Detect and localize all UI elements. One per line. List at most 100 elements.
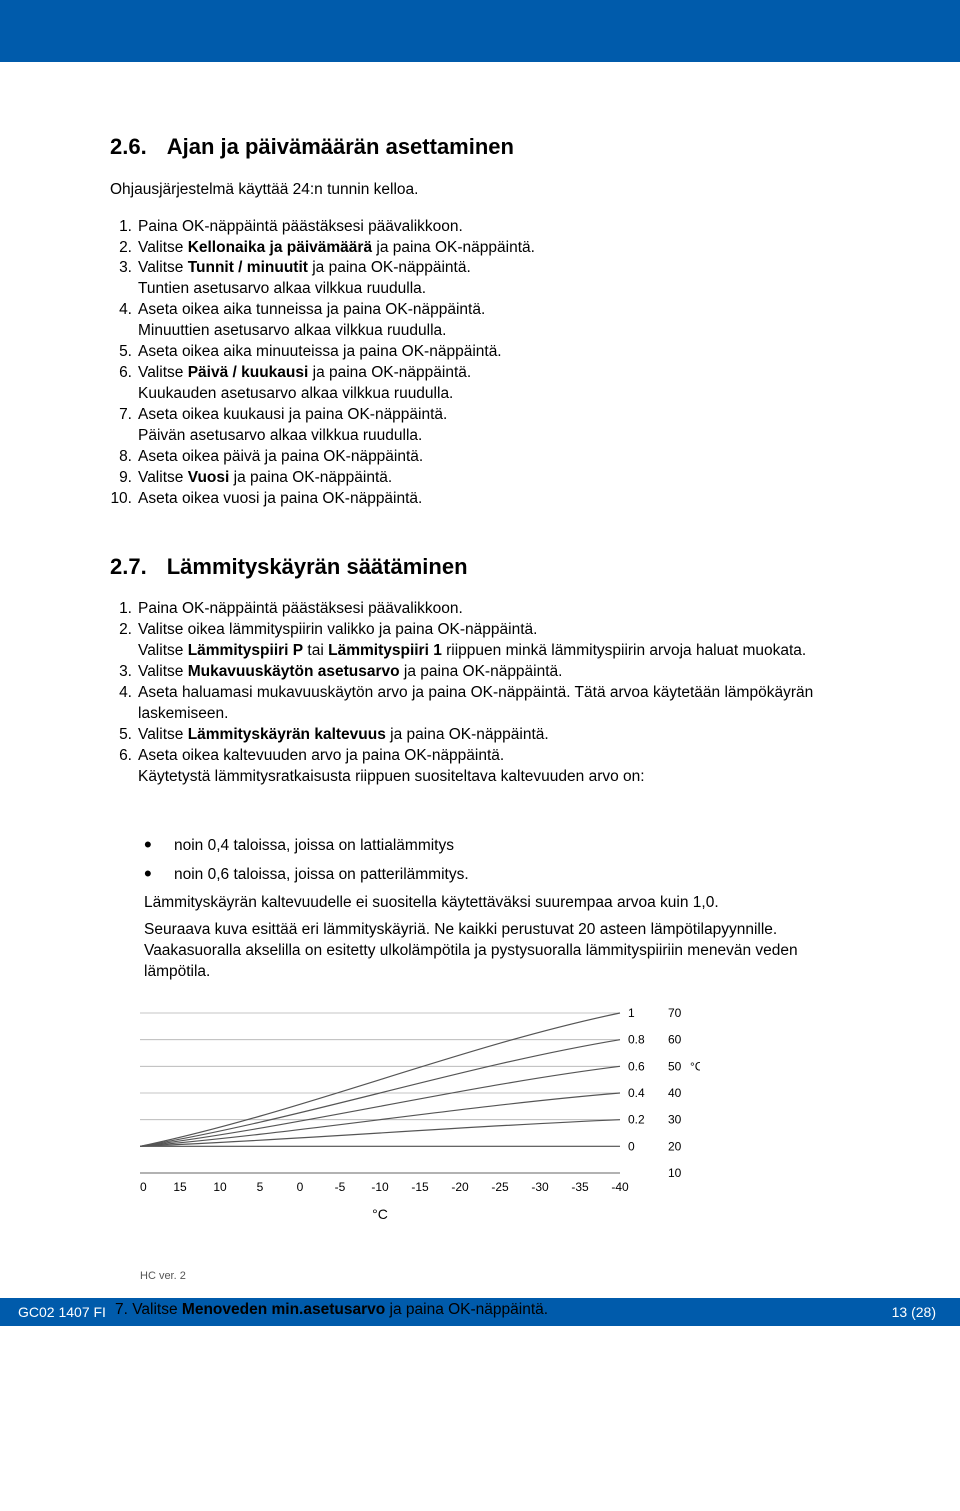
svg-text:50: 50 <box>668 1059 682 1073</box>
list-item: 1.Paina OK-näppäintä päästäksesi päävali… <box>110 599 850 620</box>
footer-doc-id: GC02 1407 FI <box>18 1304 106 1320</box>
list-item: 10.Aseta oikea vuosi ja paina OK-näppäin… <box>110 489 850 510</box>
list-item: 2.Valitse Kellonaika ja päivämäärä ja pa… <box>110 238 850 259</box>
step-text: Valitse oikea lämmityspiirin valikko ja … <box>138 620 850 641</box>
svg-text:-20: -20 <box>451 1180 469 1194</box>
step-number: 2. <box>110 620 138 641</box>
step-text: Aseta oikea kaltevuuden arvo ja paina OK… <box>138 746 850 767</box>
list-item: 5.Valitse Lämmityskäyrän kaltevuus ja pa… <box>110 725 850 746</box>
svg-text:-40: -40 <box>611 1180 629 1194</box>
section-2-7-tail: Lämmityskäyrän kaltevuudelle ei suositel… <box>110 893 850 914</box>
step-number: 7. <box>110 405 138 426</box>
footer-overlay-text: 7. Valitse Menoveden min.asetusarvo ja p… <box>115 1301 548 1319</box>
step-extra: Tuntien asetusarvo alkaa vilkkua ruudull… <box>138 279 850 300</box>
step-number: 5. <box>110 342 138 363</box>
chart-svg: 00.20.40.60.8110203040506070°C20151050-5… <box>140 1003 700 1203</box>
step-number: 9. <box>110 468 138 489</box>
list-item: 6.Aseta oikea kaltevuuden arvo ja paina … <box>110 746 850 767</box>
heating-curve-chart: 00.20.40.60.8110203040506070°C20151050-5… <box>140 1003 850 1224</box>
step-number: 6. <box>110 746 138 767</box>
svg-text:-35: -35 <box>571 1180 589 1194</box>
heading-title: Lämmityskäyrän säätäminen <box>167 554 468 579</box>
step-text: Valitse Mukavuuskäytön asetusarvo ja pai… <box>138 662 850 683</box>
list-item: Valitse Lämmityspiiri P tai Lämmityspiir… <box>110 641 850 662</box>
step-text: Aseta oikea kuukausi ja paina OK-näppäin… <box>138 405 850 426</box>
step-number: 8. <box>110 447 138 468</box>
step-extra: Minuuttien asetusarvo alkaa vilkkua ruud… <box>138 321 850 342</box>
step-text: Valitse Vuosi ja paina OK-näppäintä. <box>138 468 850 489</box>
svg-text:-30: -30 <box>531 1180 549 1194</box>
svg-text:-5: -5 <box>335 1180 346 1194</box>
heading-number: 2.6. <box>110 134 147 159</box>
svg-text:0.8: 0.8 <box>628 1032 645 1046</box>
logo-subtext: Home <box>907 0 936 3</box>
step-text: Paina OK-näppäintä päästäksesi päävalikk… <box>138 599 850 620</box>
section-2-7-tail2: Seuraava kuva esittää eri lämmityskäyriä… <box>110 920 850 983</box>
step-text: Aseta oikea vuosi ja paina OK-näppäintä. <box>138 489 850 510</box>
step-number: 10. <box>110 489 138 510</box>
step-number: 3. <box>110 258 138 279</box>
version-text: HC ver. 2 <box>140 1269 850 1284</box>
header-bar <box>0 20 960 62</box>
brand-logo: oilon ® Home <box>840 0 936 5</box>
list-item: Käytetystä lämmitysratkaisusta riippuen … <box>110 767 850 788</box>
step-text: Aseta oikea aika minuuteissa ja paina OK… <box>138 342 850 363</box>
step-number: 5. <box>110 725 138 746</box>
list-item: Kuukauden asetusarvo alkaa vilkkua ruudu… <box>110 384 850 405</box>
step-text: Aseta oikea päivä ja paina OK-näppäintä. <box>138 447 850 468</box>
step-extra: Päivän asetusarvo alkaa vilkkua ruudulla… <box>138 426 850 447</box>
logo-reg: ® <box>893 0 901 2</box>
header-top-strip: oilon ® Home <box>0 0 960 20</box>
section-2-7-heading: 2.7. Lämmityskäyrän säätäminen <box>110 552 850 582</box>
step-text: Aseta oikea aika tunneissa ja paina OK-n… <box>138 300 850 321</box>
logo-text: oilon <box>840 0 887 5</box>
step-text: Valitse Kellonaika ja päivämäärä ja pain… <box>138 238 850 259</box>
svg-text:20: 20 <box>140 1180 147 1194</box>
heading-number: 2.7. <box>110 554 147 579</box>
svg-text:30: 30 <box>668 1112 682 1126</box>
list-item: Päivän asetusarvo alkaa vilkkua ruudulla… <box>110 426 850 447</box>
list-item: 3.Valitse Tunnit / minuutit ja paina OK-… <box>110 258 850 279</box>
footer-bar: GC02 1407 FI 7. Valitse Menoveden min.as… <box>0 1298 960 1326</box>
svg-text:0: 0 <box>297 1180 304 1194</box>
step-text: Paina OK-näppäintä päästäksesi päävalikk… <box>138 217 850 238</box>
section-2-6-heading: 2.6. Ajan ja päivämäärän asettaminen <box>110 132 850 162</box>
svg-text:-10: -10 <box>371 1180 389 1194</box>
step-number: 3. <box>110 662 138 683</box>
step-number: 2. <box>110 238 138 259</box>
step-number: 4. <box>110 300 138 321</box>
step-text: Valitse Lämmityskäyrän kaltevuus ja pain… <box>138 725 850 746</box>
list-item: 6.Valitse Päivä / kuukausi ja paina OK-n… <box>110 363 850 384</box>
step-extra: Valitse Lämmityspiiri P tai Lämmityspiir… <box>138 641 850 662</box>
section-2-7-steps: 1.Paina OK-näppäintä päästäksesi päävali… <box>110 599 850 787</box>
list-item: 4.Aseta haluamasi mukavuuskäytön arvo ja… <box>110 683 850 725</box>
step-text: Valitse Päivä / kuukausi ja paina OK-näp… <box>138 363 850 384</box>
step-extra: Käytetystä lämmitysratkaisusta riippuen … <box>138 767 850 788</box>
list-item: 4.Aseta oikea aika tunneissa ja paina OK… <box>110 300 850 321</box>
bullet-item: noin 0,6 taloissa, joissa on patterilämm… <box>144 859 850 889</box>
bullet-item: noin 0,4 taloissa, joissa on lattialämmi… <box>144 830 850 860</box>
step-number: 1. <box>110 217 138 238</box>
list-item: 9.Valitse Vuosi ja paina OK-näppäintä. <box>110 468 850 489</box>
svg-text:0.4: 0.4 <box>628 1086 645 1100</box>
list-item: 1.Paina OK-näppäintä päästäksesi päävali… <box>110 217 850 238</box>
list-item: Minuuttien asetusarvo alkaa vilkkua ruud… <box>110 321 850 342</box>
step-number: 4. <box>110 683 138 704</box>
list-item: Tuntien asetusarvo alkaa vilkkua ruudull… <box>110 279 850 300</box>
svg-text:60: 60 <box>668 1032 682 1046</box>
section-2-6-steps: 1.Paina OK-näppäintä päästäksesi päävali… <box>110 217 850 510</box>
page-content: 2.6.Ajan ja päivämäärän asettaminen Ohja… <box>0 62 960 1284</box>
svg-text:10: 10 <box>213 1180 227 1194</box>
section-2-6-intro: Ohjausjärjestelmä käyttää 24:n tunnin ke… <box>110 180 850 201</box>
list-item: 8.Aseta oikea päivä ja paina OK-näppäint… <box>110 447 850 468</box>
step-number: 6. <box>110 363 138 384</box>
heading-title: Ajan ja päivämäärän asettaminen <box>167 134 514 159</box>
chart-x-unit: °C <box>140 1205 620 1224</box>
svg-text:-15: -15 <box>411 1180 429 1194</box>
list-item: 7.Aseta oikea kuukausi ja paina OK-näppä… <box>110 405 850 426</box>
svg-text:0.2: 0.2 <box>628 1112 645 1126</box>
svg-text:10: 10 <box>668 1166 682 1180</box>
svg-text:40: 40 <box>668 1086 682 1100</box>
step-number: 1. <box>110 599 138 620</box>
step-extra: Kuukauden asetusarvo alkaa vilkkua ruudu… <box>138 384 850 405</box>
